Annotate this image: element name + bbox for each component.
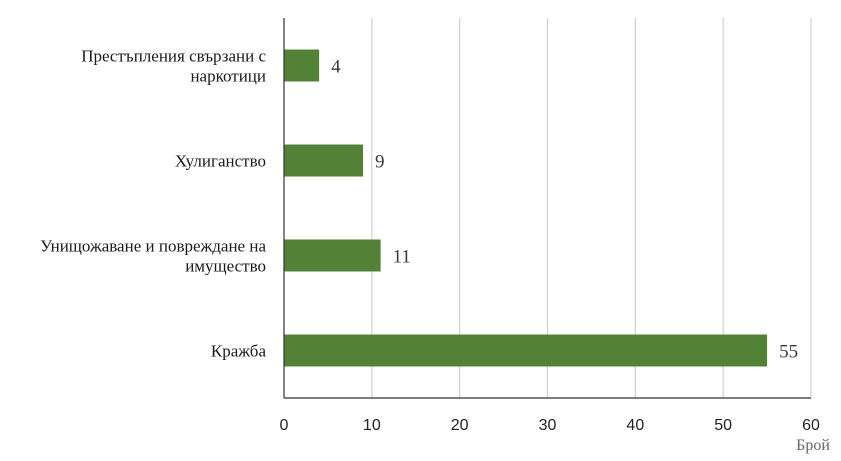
bar-2 [284, 144, 364, 177]
category-label-4: Кражба [211, 342, 267, 361]
data-label-3: 11 [393, 247, 411, 268]
bar-1 [284, 49, 320, 82]
category-labels: Престъпления свързани с наркотици Хулиганс… [40, 47, 266, 361]
x-tick-label-40: 40 [626, 417, 644, 434]
bar-4 [284, 334, 768, 367]
category-label-3: Унищожаване и повреждане на имущество [40, 237, 266, 276]
x-tick-label-30: 30 [539, 417, 557, 434]
x-tick-label-10: 10 [363, 417, 381, 434]
axes [283, 18, 811, 399]
data-label-1: 4 [331, 57, 341, 78]
data-labels: 4 9 11 55 [331, 57, 798, 363]
x-tick-label-20: 20 [451, 417, 469, 434]
x-tick-label-60: 60 [802, 417, 820, 434]
category-label-1: Престъпления свързани с наркотици [81, 47, 266, 86]
bars [284, 49, 768, 367]
x-tick-labels: 0 10 20 30 40 50 60 [280, 417, 820, 434]
x-tick-label-0: 0 [280, 417, 289, 434]
bar-3 [284, 239, 381, 272]
x-tick-label-50: 50 [714, 417, 732, 434]
category-label-2: Хулиганство [175, 152, 266, 171]
data-label-4: 55 [779, 342, 798, 363]
data-label-2: 9 [375, 152, 385, 173]
x-axis-title: Брой [796, 437, 830, 454]
